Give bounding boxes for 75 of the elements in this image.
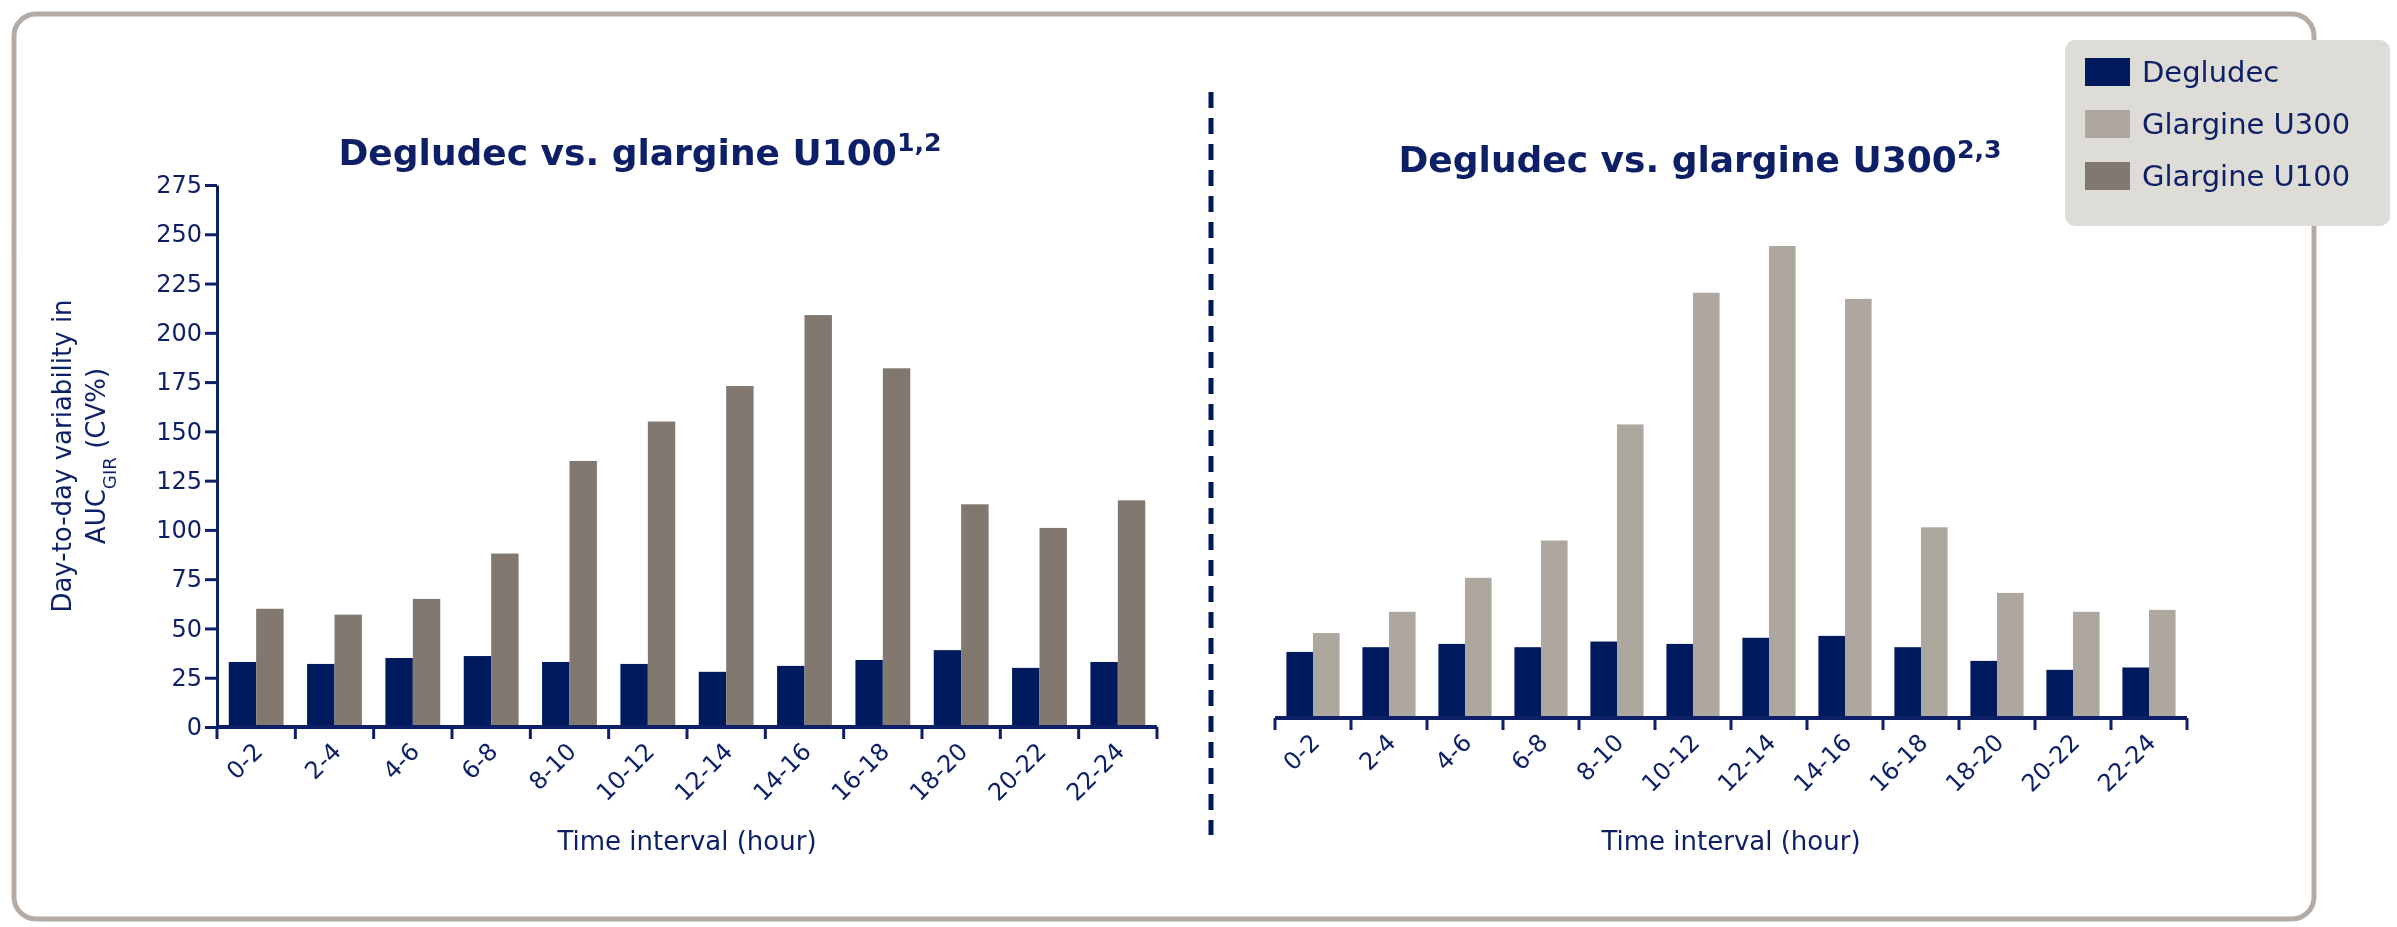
y-tick-label: 100 [156, 516, 202, 545]
bar [1012, 667, 1040, 727]
x-tick-label: 0-2 [1277, 728, 1326, 776]
y-tick-label: 200 [156, 319, 202, 347]
legend-label: Degludec [2142, 55, 2280, 89]
chart-title: Degludec vs. glargine U100$^{1,2}$ [338, 127, 942, 173]
bar [1693, 292, 1720, 718]
y-tick-label: 225 [156, 269, 202, 298]
bar [726, 386, 754, 727]
bar [412, 598, 441, 727]
x-axis-title: Time interval (hour) [1600, 826, 1861, 856]
bar [1389, 611, 1416, 718]
bar [1970, 660, 1997, 718]
bar [1921, 527, 1948, 718]
bar [1541, 540, 1568, 718]
bar [1117, 500, 1146, 727]
y-tick-label: 50 [171, 614, 202, 643]
x-tick-label: 4-6 [377, 737, 426, 785]
x-tick-label: 2-4 [1353, 728, 1402, 776]
legend-label: Glargine U300 [2142, 107, 2351, 141]
bar [228, 661, 257, 727]
bar [569, 460, 597, 727]
y-tick-label: 250 [156, 220, 202, 249]
bar [647, 421, 676, 727]
legend-label: Glargine U100 [2142, 159, 2351, 193]
bar [256, 608, 284, 727]
bar [1590, 641, 1617, 718]
x-tick-label: 0-2 [220, 737, 269, 785]
bar [1090, 661, 1118, 727]
bar [2149, 609, 2176, 718]
bar [2046, 669, 2073, 718]
bar [491, 553, 519, 727]
bar [1362, 647, 1389, 718]
bar [1666, 643, 1693, 718]
bar [855, 659, 883, 727]
bar [1039, 527, 1067, 727]
bar [1742, 637, 1769, 718]
y-tick-label: 25 [171, 663, 202, 692]
bar [1818, 635, 1845, 718]
bar [463, 656, 492, 727]
y-tick-label: 75 [171, 565, 202, 594]
bar [882, 368, 911, 727]
bar [1894, 647, 1921, 718]
bar [933, 650, 962, 727]
y-tick-label: 150 [156, 417, 202, 446]
y-tick-label: 175 [156, 368, 202, 397]
bar [2073, 611, 2100, 718]
y-tick-label: 275 [156, 171, 202, 200]
bar [385, 658, 413, 727]
x-tick-label: 6-8 [455, 737, 504, 785]
bar [1769, 246, 1796, 718]
bar [2122, 667, 2149, 718]
bar [777, 665, 805, 727]
y-tick-label: 125 [156, 466, 202, 495]
bar [1845, 298, 1872, 718]
bar [804, 315, 832, 727]
x-tick-label: 4-6 [1429, 728, 1478, 776]
bar [1514, 647, 1541, 718]
bar [1313, 633, 1340, 718]
x-tick-label: 2-4 [299, 737, 347, 785]
bar [1617, 424, 1644, 718]
bar [1286, 651, 1313, 718]
bar [1465, 577, 1492, 718]
chart-title: Degludec vs. glargine U300$^{2,3}$ [1398, 134, 2002, 180]
x-axis-title: Time interval (hour) [556, 826, 817, 856]
bar [1997, 592, 2024, 718]
bar [307, 663, 335, 727]
y-tick-label: 0 [186, 713, 202, 742]
bar [961, 504, 989, 727]
x-tick-label: 6-8 [1505, 728, 1554, 776]
bar [334, 614, 362, 727]
bar [698, 671, 727, 727]
bar [1438, 643, 1465, 718]
bar [542, 661, 570, 727]
bar [620, 663, 648, 727]
